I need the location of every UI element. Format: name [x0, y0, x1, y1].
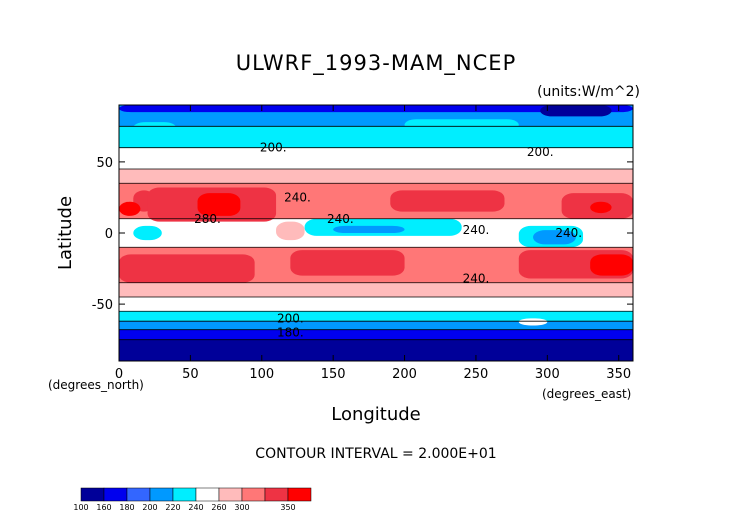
- colorbar-swatch-1: [103, 487, 128, 502]
- chart-title: ULWRF_1993-MAM_NCEP: [236, 51, 517, 76]
- colorbar-level-5: 240: [188, 503, 203, 512]
- x-tick-label-3: 150: [321, 367, 346, 382]
- contour-interval-note: CONTOUR INTERVAL = 2.000E+01: [255, 446, 496, 462]
- colorbar-level-7: 300: [234, 503, 249, 512]
- colorbar-level-0: 100: [73, 503, 88, 512]
- contour-label-9: 180.: [277, 326, 304, 340]
- x-axis: 0 50 100 150 200 250 300 350: [115, 105, 631, 382]
- field-patch-22: [518, 318, 548, 326]
- x-unit-label: (degrees_east): [542, 387, 631, 401]
- colorbar-swatch-3: [149, 487, 174, 502]
- field-patch-7: [197, 193, 241, 216]
- field-patch-9: [390, 190, 505, 212]
- y-tick-label-1: 0: [105, 227, 113, 242]
- field-patch-17: [276, 221, 305, 241]
- colorbar: 100 160 180 200 220 240 260 300 350: [73, 487, 312, 512]
- contour-label-4: 280.: [194, 212, 221, 226]
- lat-band-8: [119, 297, 633, 312]
- lat-band-10: [119, 321, 633, 330]
- colorbar-level-8: 350: [280, 503, 295, 512]
- x-tick-label-5: 250: [464, 367, 489, 382]
- field-patch-15: [533, 230, 576, 245]
- contour-label-3: 240.: [327, 212, 354, 226]
- contour-label-7: 240.: [463, 272, 490, 286]
- y-unit-label: (degrees_north): [48, 378, 144, 392]
- colorbar-swatch-0: [80, 487, 105, 502]
- x-axis-title: Longitude: [331, 404, 421, 425]
- y-axis-title: Latitude: [55, 196, 76, 270]
- field-patch-11: [590, 201, 612, 214]
- field-patch-18: [119, 254, 255, 283]
- field-patch-21: [590, 254, 633, 276]
- colorbar-swatch-8: [264, 487, 289, 502]
- field-patch-16: [133, 225, 162, 241]
- colorbar-swatch-5: [195, 487, 220, 502]
- contour-label-6: 240.: [555, 226, 582, 240]
- y-axis: 50 0 -50: [92, 156, 633, 313]
- lat-band-11: [119, 329, 633, 340]
- contour-label-0: 200.: [260, 141, 287, 155]
- x-tick-label-0: 0: [115, 367, 123, 382]
- colorbar-level-2: 180: [119, 503, 134, 512]
- colorbar-swatch-4: [172, 487, 197, 502]
- colorbar-swatch-7: [241, 487, 266, 502]
- x-tick-label-2: 100: [249, 367, 274, 382]
- colorbar-level-3: 200: [142, 503, 157, 512]
- field-patch-1: [540, 105, 612, 117]
- colorbar-level-6: 260: [211, 503, 226, 512]
- colorbar-level-1: 160: [96, 503, 111, 512]
- lat-band-2: [119, 147, 633, 169]
- field-patch-4: [404, 119, 519, 131]
- contour-label-8: 200.: [277, 311, 304, 325]
- field-patch-2: [133, 122, 177, 134]
- x-tick-label-6: 300: [535, 367, 560, 382]
- colorbar-level-4: 220: [165, 503, 180, 512]
- contour-label-2: 240.: [284, 190, 311, 204]
- colorbar-swatch-9: [287, 487, 312, 502]
- x-tick-label-4: 200: [392, 367, 417, 382]
- units-label: (units:W/m^2): [537, 84, 640, 100]
- field-patch-0: [119, 105, 633, 113]
- field-patch-3: [318, 126, 548, 145]
- lat-band-3: [119, 169, 633, 184]
- lat-band-12: [119, 339, 633, 361]
- lat-band-7: [119, 282, 633, 297]
- x-tick-label-7: 350: [606, 367, 631, 382]
- field-patch-8: [119, 201, 141, 216]
- y-tick-label-0: 50: [96, 156, 113, 171]
- y-tick-label-2: -50: [92, 298, 113, 313]
- field-patch-13: [333, 225, 405, 233]
- lat-band-9: [119, 311, 633, 322]
- contour-label-5: 240.: [463, 223, 490, 237]
- colorbar-swatch-6: [218, 487, 243, 502]
- plot-area: 200. 200.240.240.280.240. 240.240.200.180.: [118, 104, 634, 362]
- x-tick-label-1: 50: [182, 367, 199, 382]
- colorbar-swatch-2: [126, 487, 151, 502]
- contour-label-1: 200.: [527, 145, 554, 159]
- field-patch-19: [290, 250, 405, 276]
